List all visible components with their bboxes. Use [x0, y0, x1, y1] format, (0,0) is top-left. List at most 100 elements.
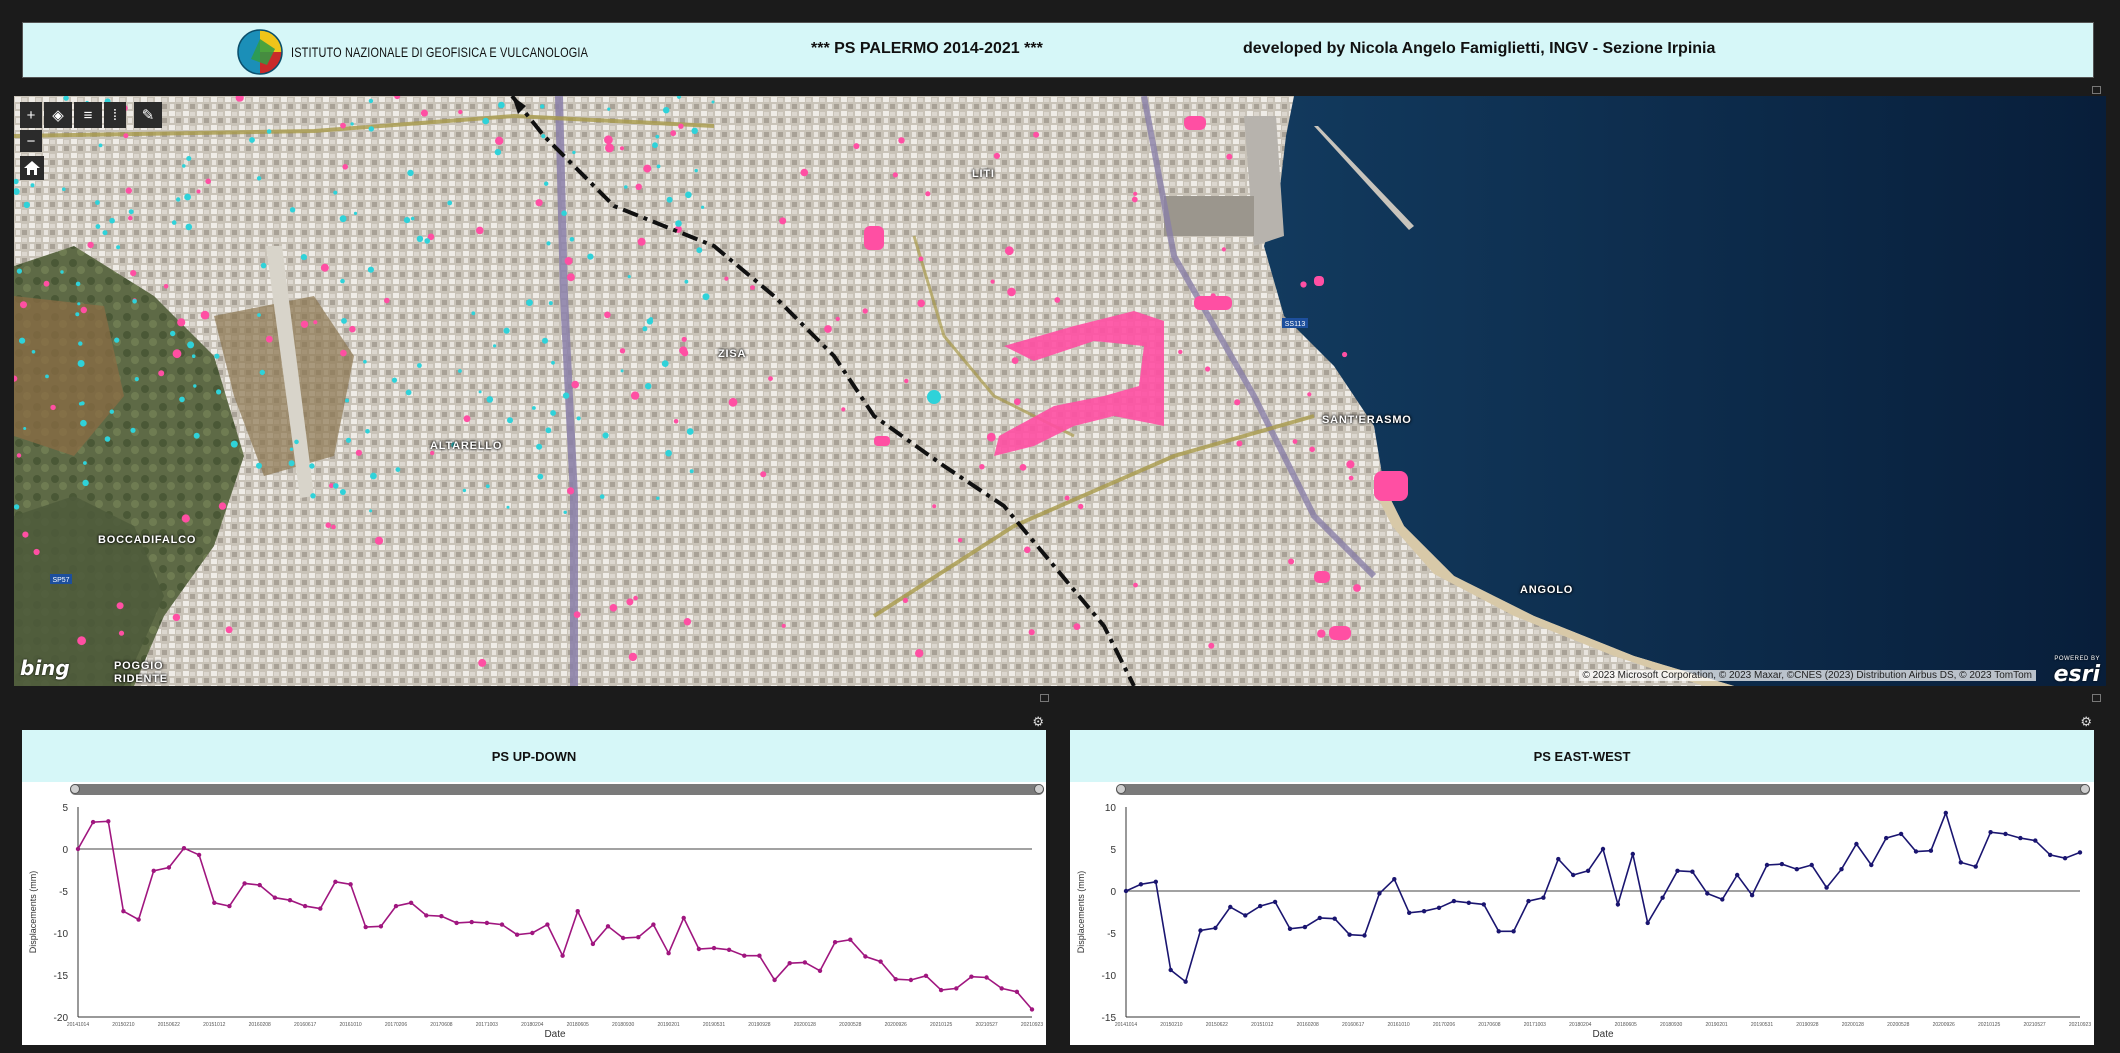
ps-point[interactable]	[331, 524, 336, 530]
ps-point[interactable]	[711, 100, 715, 104]
scroll-handle-left[interactable]	[1116, 784, 1126, 794]
data-point[interactable]	[605, 924, 611, 929]
ps-point[interactable]	[628, 652, 638, 662]
ps-point[interactable]	[430, 450, 435, 456]
data-point[interactable]	[1615, 902, 1621, 907]
ps-point[interactable]	[979, 464, 985, 470]
ps-point[interactable]	[666, 196, 673, 203]
data-point[interactable]	[1585, 868, 1591, 873]
ps-point[interactable]	[526, 299, 533, 306]
ps-point[interactable]	[1210, 293, 1216, 299]
ps-point[interactable]	[678, 123, 684, 129]
data-point[interactable]	[817, 968, 823, 973]
ps-point[interactable]	[561, 210, 567, 216]
ps-point[interactable]	[116, 245, 121, 250]
data-point[interactable]	[1451, 898, 1457, 904]
ps-point[interactable]	[915, 649, 924, 658]
ps-point[interactable]	[676, 96, 682, 99]
ps-point[interactable]	[1221, 247, 1226, 252]
ps-point[interactable]	[661, 360, 669, 367]
ps-point[interactable]	[673, 419, 679, 424]
ps-point[interactable]	[684, 279, 689, 284]
ps-point[interactable]	[1353, 584, 1361, 592]
ps-point[interactable]	[118, 630, 125, 636]
ps-point[interactable]	[225, 626, 233, 634]
data-point[interactable]	[590, 941, 596, 947]
ps-point[interactable]	[256, 462, 262, 469]
ps-point[interactable]	[170, 330, 176, 337]
chart-range-scrollbar[interactable]	[1116, 784, 2090, 795]
ps-point[interactable]	[16, 453, 22, 458]
ps-point[interactable]	[403, 217, 411, 224]
data-point[interactable]	[424, 913, 429, 918]
ps-point[interactable]	[550, 410, 556, 416]
ps-point[interactable]	[289, 447, 294, 451]
data-point[interactable]	[923, 973, 929, 978]
data-point[interactable]	[1779, 861, 1785, 867]
ps-point[interactable]	[82, 479, 89, 487]
data-point[interactable]	[136, 917, 141, 922]
data-point[interactable]	[938, 987, 944, 993]
data-point[interactable]	[181, 846, 187, 851]
data-point[interactable]	[711, 945, 717, 951]
ps-point[interactable]	[627, 275, 631, 279]
ps-point[interactable]	[80, 306, 88, 314]
data-point[interactable]	[560, 953, 565, 958]
data-point[interactable]	[575, 909, 580, 914]
ps-point[interactable]	[130, 270, 137, 277]
ps-point[interactable]	[345, 437, 352, 443]
ps-point[interactable]	[77, 360, 85, 367]
ps-point[interactable]	[33, 548, 40, 556]
ps-point[interactable]	[310, 493, 316, 499]
data-point[interactable]	[166, 865, 172, 870]
ps-point[interactable]	[689, 469, 694, 474]
ps-point[interactable]	[1309, 446, 1315, 453]
ps-point[interactable]	[482, 117, 490, 125]
data-point[interactable]	[1928, 848, 1934, 853]
ps-point[interactable]	[77, 302, 81, 306]
data-point[interactable]	[1541, 895, 1546, 900]
ps-point[interactable]	[176, 197, 181, 202]
data-point[interactable]	[1332, 916, 1337, 921]
ps-point[interactable]	[329, 483, 334, 489]
ps-point[interactable]	[22, 531, 29, 538]
map-canvas[interactable]: SS113 SP57	[14, 96, 2106, 686]
ps-point[interactable]	[309, 463, 315, 469]
data-point[interactable]	[1317, 915, 1322, 921]
ps-point[interactable]	[862, 308, 868, 314]
ps-point[interactable]	[340, 122, 346, 129]
ps-point[interactable]	[83, 461, 87, 465]
data-point[interactable]	[1675, 868, 1680, 873]
ps-point[interactable]	[571, 380, 579, 389]
ps-point[interactable]	[355, 449, 362, 456]
ps-point[interactable]	[1019, 464, 1027, 471]
ps-point[interactable]	[214, 353, 220, 359]
data-point[interactable]	[1556, 856, 1561, 862]
ps-point[interactable]	[1014, 398, 1021, 406]
ps-point[interactable]	[294, 439, 299, 445]
ps-point[interactable]	[458, 369, 462, 373]
ps-point[interactable]	[80, 419, 87, 427]
data-point[interactable]	[1869, 862, 1874, 868]
ps-point[interactable]	[841, 407, 846, 412]
data-point[interactable]	[681, 915, 686, 921]
ps-point[interactable]	[300, 254, 307, 261]
ps-point[interactable]	[686, 428, 694, 435]
data-point[interactable]	[1228, 904, 1233, 910]
ps-point[interactable]	[340, 349, 347, 357]
ps-point[interactable]	[23, 201, 30, 209]
ps-point[interactable]	[1024, 546, 1031, 554]
ps-point[interactable]	[567, 487, 575, 495]
ps-point[interactable]	[604, 311, 611, 319]
ps-point[interactable]	[599, 494, 605, 499]
ps-point[interactable]	[540, 104, 545, 109]
data-point[interactable]	[1600, 846, 1606, 852]
ps-point[interactable]	[1342, 351, 1348, 358]
ps-point[interactable]	[172, 613, 181, 622]
ps-point[interactable]	[163, 284, 169, 289]
data-point[interactable]	[378, 924, 384, 929]
ps-point[interactable]	[607, 107, 611, 111]
data-point[interactable]	[1943, 810, 1948, 816]
data-point[interactable]	[439, 914, 444, 919]
ps-point[interactable]	[1054, 297, 1061, 303]
